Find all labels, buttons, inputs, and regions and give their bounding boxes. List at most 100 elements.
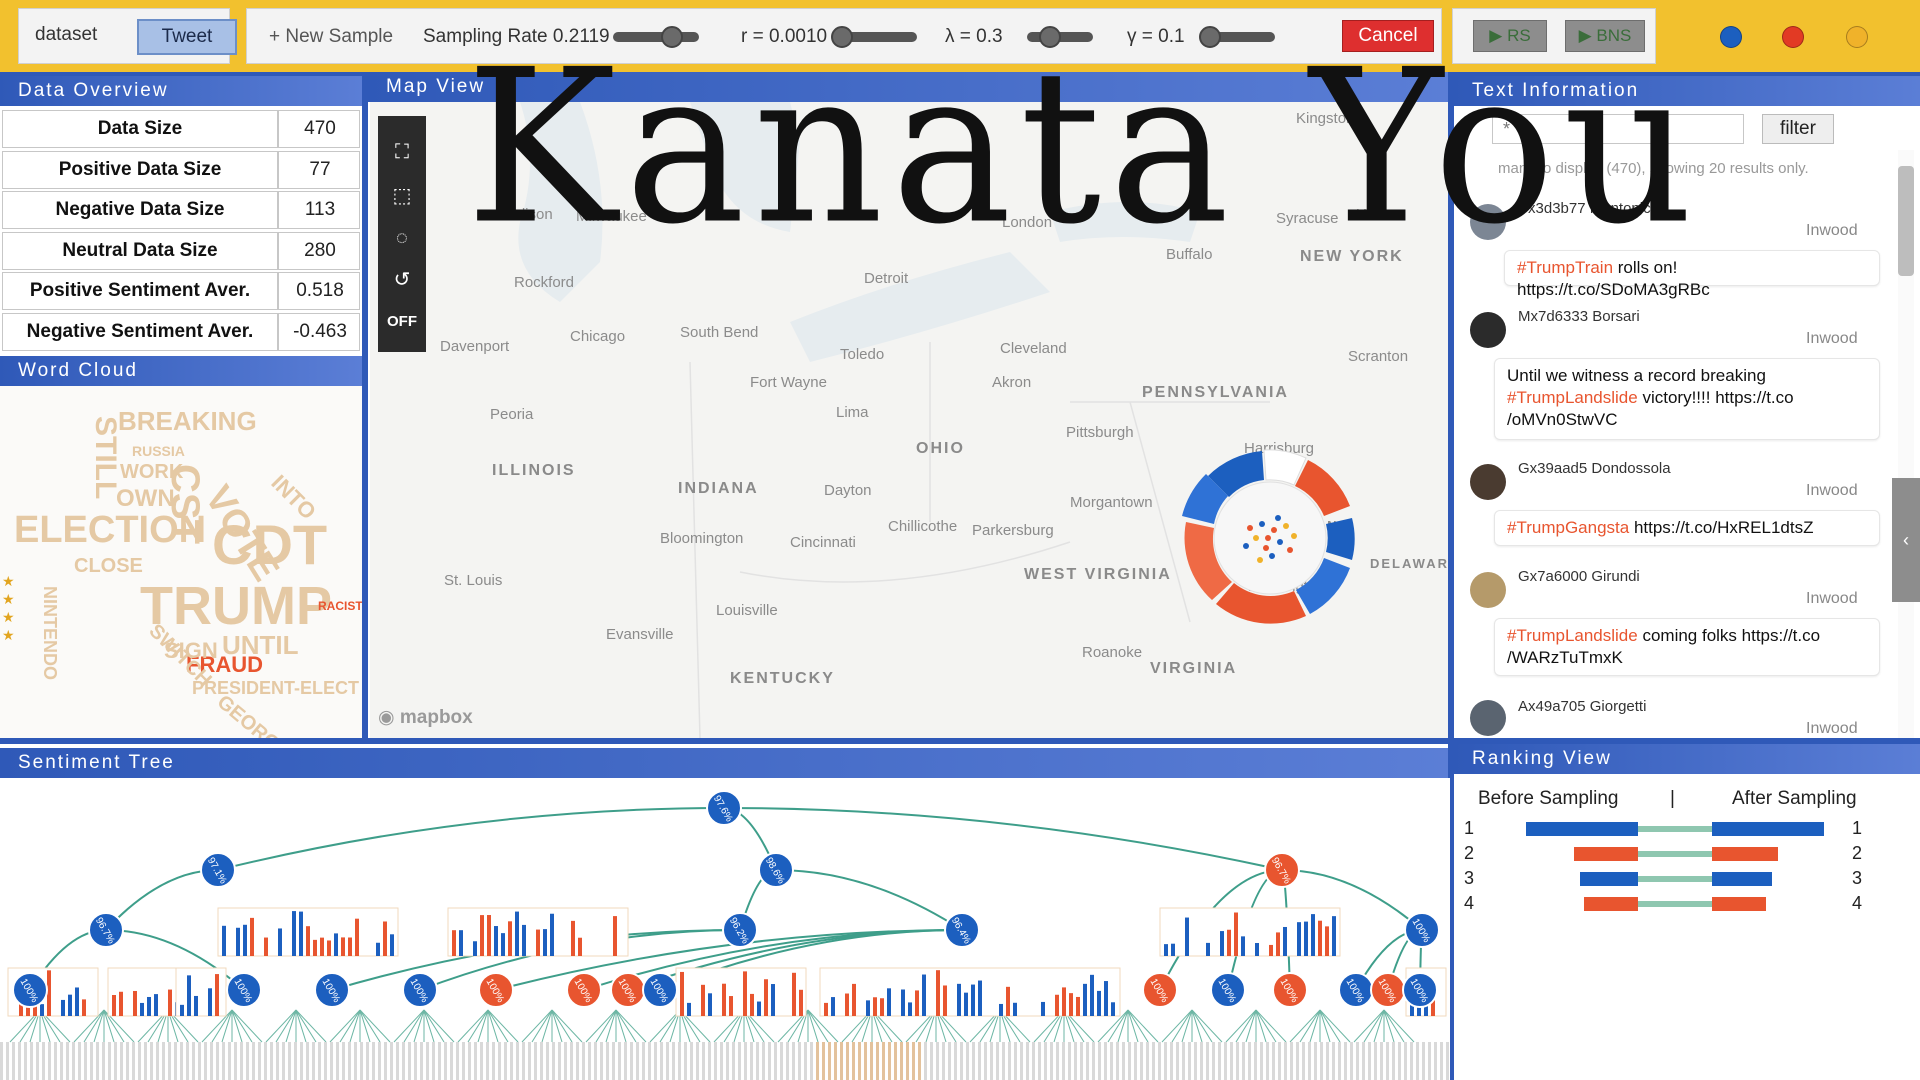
tree-node[interactable]: 100%	[314, 972, 350, 1008]
rank-bar-after[interactable]	[1712, 872, 1772, 886]
lambda-slider[interactable]	[1027, 26, 1093, 48]
tree-node-circle[interactable]	[314, 972, 350, 1008]
select-icon[interactable]: ⬚	[392, 185, 412, 207]
tree-node[interactable]: 100%	[1370, 972, 1406, 1008]
tree-node-circle[interactable]	[402, 972, 438, 1008]
tree-node[interactable]: 100%	[226, 972, 262, 1008]
tweet-card[interactable]: #TrumpTrain rolls on! https://t.co/SDoMA…	[1504, 250, 1880, 299]
word-cloud-word[interactable]: BREAKING	[118, 406, 257, 436]
tweet-user[interactable]: Sx3d3b77 Montonico	[1518, 200, 1659, 217]
cancel-button[interactable]: Cancel	[1342, 20, 1434, 52]
tree-node[interactable]: 96.7%	[88, 912, 124, 948]
tweet-search-input[interactable]: *	[1492, 114, 1744, 144]
word-cloud-word[interactable]: CDT	[212, 513, 327, 576]
tweet-hashtag[interactable]: #TrumpTrain	[1517, 258, 1614, 277]
tweet-dataset-button[interactable]: Tweet	[137, 19, 237, 55]
tree-node-circle[interactable]	[1210, 972, 1246, 1008]
avatar[interactable]	[1470, 204, 1506, 240]
lasso-icon[interactable]: ◌	[396, 227, 408, 249]
tweet-card[interactable]: Until we witness a record breaking #Trump…	[1494, 358, 1880, 440]
tree-node-circle[interactable]	[478, 972, 514, 1008]
word-cloud-word[interactable]: RUSSIA	[132, 443, 185, 459]
word-cloud-word[interactable]: FRAUD	[186, 652, 263, 677]
tree-node-circle[interactable]	[706, 790, 742, 826]
tweet-user[interactable]: Mx7d6333 Borsari	[1518, 308, 1640, 325]
word-cloud-word[interactable]: NINTENDO	[40, 586, 60, 680]
word-cloud-word[interactable]: CLOSE	[74, 555, 143, 577]
tree-node-circle[interactable]	[200, 852, 236, 888]
tweet-list-scrollbar-thumb[interactable]	[1898, 166, 1914, 276]
tree-node-circle[interactable]	[226, 972, 262, 1008]
tree-node[interactable]: 100%	[642, 972, 678, 1008]
word-cloud-word[interactable]: CST	[163, 464, 207, 544]
tree-node[interactable]: 100%	[402, 972, 438, 1008]
r-slider-knob[interactable]	[831, 26, 853, 48]
word-cloud-word[interactable]: OWN	[116, 485, 175, 512]
tree-node-circle[interactable]	[1272, 972, 1308, 1008]
tree-node[interactable]: 100%	[478, 972, 514, 1008]
avatar[interactable]	[1470, 700, 1506, 736]
avatar[interactable]	[1470, 572, 1506, 608]
rs-button[interactable]: ▶ RS	[1473, 20, 1547, 52]
word-cloud-word[interactable]: ELECTION	[14, 509, 206, 551]
collapse-panel-button[interactable]: ‹	[1892, 478, 1920, 602]
tree-node-circle[interactable]	[1142, 972, 1178, 1008]
gamma-slider-knob[interactable]	[1199, 26, 1221, 48]
word-cloud-word[interactable]: TRUMP	[140, 576, 332, 636]
map-canvas[interactable]: NEW YORK PENNSYLVANIA ILLINOIS INDIANA O…	[370, 102, 1448, 738]
tree-node-circle[interactable]	[758, 852, 794, 888]
undo-icon[interactable]: ↺	[393, 269, 411, 291]
tree-node[interactable]: 97.1%	[200, 852, 236, 888]
tweet-user[interactable]: Ax49a705 Giorgetti	[1518, 698, 1647, 715]
tree-node-circle[interactable]	[566, 972, 602, 1008]
tree-bar-group[interactable]	[675, 967, 807, 1017]
tweet-card[interactable]: #TrumpGangsta https://t.co/HxREL1dtsZ	[1494, 510, 1880, 546]
rank-bar-after[interactable]	[1712, 847, 1778, 861]
tree-bar-group[interactable]	[1159, 907, 1341, 957]
tree-node-circle[interactable]	[88, 912, 124, 948]
r-slider[interactable]	[831, 26, 917, 48]
tree-bar-group[interactable]	[819, 967, 1121, 1017]
word-cloud-word[interactable]: SIGN	[164, 638, 218, 663]
word-cloud-word[interactable]: PRESIDENT-ELECT	[192, 678, 359, 698]
rank-bar-before[interactable]	[1580, 872, 1638, 886]
new-sample-button[interactable]: + New Sample	[269, 26, 394, 47]
tree-node-circle[interactable]	[1402, 972, 1438, 1008]
word-cloud-word[interactable]: UNTIL	[222, 630, 299, 660]
avatar[interactable]	[1470, 464, 1506, 500]
avatar[interactable]	[1470, 312, 1506, 348]
rank-bar-after[interactable]	[1712, 822, 1824, 836]
tree-node[interactable]: 100%	[566, 972, 602, 1008]
tree-node[interactable]: 98.6%	[758, 852, 794, 888]
map-off-toggle[interactable]: OFF	[387, 313, 417, 330]
tweet-hashtag[interactable]: #TrumpGangsta	[1507, 518, 1630, 537]
gamma-slider[interactable]	[1199, 26, 1275, 48]
tree-node-circle[interactable]	[722, 912, 758, 948]
red-color-dot[interactable]	[1782, 26, 1804, 48]
tree-node[interactable]: 100%	[12, 972, 48, 1008]
tweet-user[interactable]: Gx7a6000 Girundi	[1518, 568, 1640, 585]
tweet-hashtag[interactable]: #TrumpLandslide	[1507, 388, 1638, 407]
tree-node[interactable]: 100%	[1404, 912, 1440, 948]
tree-node[interactable]: 100%	[610, 972, 646, 1008]
tree-node-circle[interactable]	[1404, 912, 1440, 948]
tree-node[interactable]: 96.4%	[944, 912, 980, 948]
tree-node-circle[interactable]	[1264, 852, 1300, 888]
filter-button[interactable]: filter	[1762, 114, 1834, 144]
tree-node[interactable]: 96.2%	[722, 912, 758, 948]
tree-node-circle[interactable]	[944, 912, 980, 948]
yellow-color-dot[interactable]	[1846, 26, 1868, 48]
sentiment-ring-glyph[interactable]	[1160, 428, 1380, 648]
tree-node[interactable]: 100%	[1210, 972, 1246, 1008]
word-cloud-word[interactable]: WORK	[120, 461, 184, 483]
word-cloud-word[interactable]: GEORGE	[213, 691, 294, 738]
sampling-rate-slider[interactable]	[613, 26, 699, 48]
tree-node[interactable]: 100%	[1142, 972, 1178, 1008]
bns-button[interactable]: ▶ BNS	[1565, 20, 1645, 52]
rank-bar-before[interactable]	[1584, 897, 1638, 911]
tweet-user[interactable]: Gx39aad5 Dondossola	[1518, 460, 1671, 477]
rank-bar-before[interactable]	[1526, 822, 1638, 836]
word-cloud-word[interactable]: STILL	[89, 416, 122, 499]
tree-node[interactable]: 96.7%	[1264, 852, 1300, 888]
rank-bar-after[interactable]	[1712, 897, 1766, 911]
